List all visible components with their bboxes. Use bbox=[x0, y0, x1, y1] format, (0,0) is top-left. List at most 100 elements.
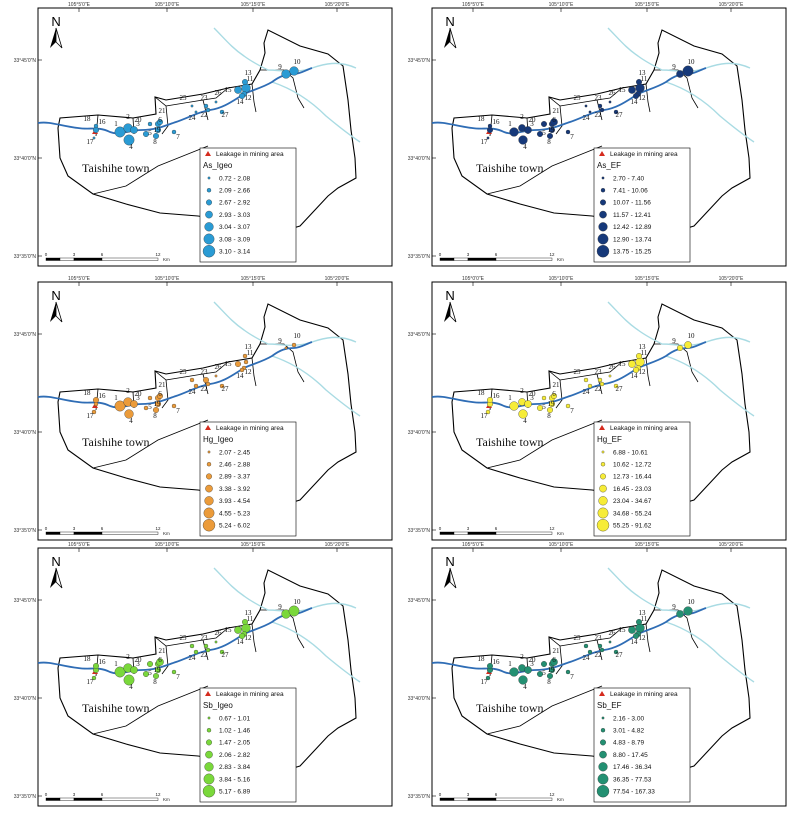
legend-symbol bbox=[205, 210, 213, 219]
north-arrow-left bbox=[444, 302, 450, 322]
legend-symbol bbox=[203, 773, 215, 785]
sampling-site-5 bbox=[537, 131, 543, 137]
legend-leak-label: Leakage in mining area bbox=[216, 691, 284, 698]
legend-class-label: 2.09 - 2.66 bbox=[219, 188, 250, 195]
sampling-site-27 bbox=[613, 649, 619, 655]
sampling-site-4 bbox=[518, 135, 528, 145]
scale-segment bbox=[101, 531, 159, 535]
site-label: 24 bbox=[583, 114, 591, 122]
site-label: 11 bbox=[247, 615, 254, 623]
site-label: 17 bbox=[87, 138, 95, 146]
legend-class-label: 2.67 - 2.92 bbox=[219, 200, 250, 207]
site-label: 21 bbox=[553, 381, 561, 389]
sampling-site-11 bbox=[635, 83, 645, 93]
site-label: 12 bbox=[639, 634, 647, 642]
sampling-site-3 bbox=[130, 400, 138, 408]
site-label: 17 bbox=[481, 412, 489, 420]
sampling-site-24 bbox=[193, 649, 199, 655]
legend-class-label: 0.67 - 1.01 bbox=[219, 715, 250, 722]
longitude-label: 105°5'0"E bbox=[68, 276, 91, 282]
legend-class-label: 3.84 - 5.16 bbox=[219, 776, 250, 783]
legend: Leakage in mining area Sb_EF 2.16 - 3.00 3.… bbox=[593, 687, 691, 803]
site-label: 1 bbox=[508, 394, 512, 402]
site-label: 24 bbox=[583, 654, 591, 662]
north-label: N bbox=[445, 288, 454, 303]
site-label: 6 bbox=[158, 390, 162, 398]
longitude-label: 105°10'0"E bbox=[549, 542, 574, 548]
scale-tick-label: 3 bbox=[467, 526, 470, 531]
north-arrow-left bbox=[444, 28, 450, 48]
longitude-label: 105°5'0"E bbox=[462, 2, 485, 8]
legend-class-label: 1.47 - 2.05 bbox=[219, 740, 250, 747]
town-label: Taishihe town bbox=[82, 435, 149, 449]
sampling-site-1 bbox=[114, 126, 126, 138]
sampling-site-15 bbox=[628, 626, 636, 634]
legend: Leakage in mining area Hg_Igeo 2.07 - 2.45… bbox=[199, 421, 297, 537]
scale-segment bbox=[101, 797, 159, 801]
legend-class-label: 2.89 - 3.37 bbox=[219, 474, 250, 481]
legend-symbol bbox=[203, 507, 215, 519]
sampling-site-22 bbox=[599, 647, 605, 653]
sampling-site-14 bbox=[239, 633, 245, 639]
main-river bbox=[37, 341, 313, 409]
scale-segment bbox=[453, 797, 469, 801]
scale-segment bbox=[45, 797, 61, 801]
legend-symbol bbox=[599, 210, 607, 219]
site-label: 10 bbox=[688, 58, 696, 66]
legend: Leakage in mining area Sb_Igeo 0.67 - 1.01… bbox=[199, 687, 297, 803]
site-label: 16 bbox=[99, 118, 107, 126]
legend-class-label: 3.10 - 3.14 bbox=[219, 249, 250, 256]
county-boundary bbox=[57, 29, 357, 232]
sampling-site-18 bbox=[487, 397, 493, 403]
legend-symbol bbox=[202, 785, 216, 798]
sampling-site-4 bbox=[518, 675, 528, 685]
sampling-site-24 bbox=[194, 110, 198, 114]
legend-class-label: 2.16 - 3.00 bbox=[613, 715, 644, 722]
longitude-label: 105°20'0"E bbox=[325, 2, 350, 8]
site-label: 26 bbox=[609, 629, 617, 637]
legend-title: Sb_EF bbox=[597, 701, 622, 710]
longitude-label: 105°15'0"E bbox=[241, 542, 266, 548]
scale-tick-label: 0 bbox=[439, 252, 442, 257]
site-label: 5 bbox=[542, 129, 546, 137]
sampling-site-14 bbox=[633, 633, 639, 639]
legend-title: Hg_Igeo bbox=[203, 435, 234, 444]
latitude-label: 33°45'0"N bbox=[408, 332, 431, 338]
sampling-site-4 bbox=[518, 409, 528, 419]
site-label: 17 bbox=[481, 138, 489, 146]
site-label: 13 bbox=[245, 609, 253, 617]
town-label: Taishihe town bbox=[82, 701, 149, 715]
tributary-river bbox=[607, 301, 755, 417]
sampling-site-9 bbox=[677, 345, 683, 351]
longitude-label: 105°10'0"E bbox=[155, 276, 180, 282]
site-label: 27 bbox=[616, 111, 624, 119]
legend-class-label: 3.01 - 4.82 bbox=[613, 728, 644, 735]
site-label: 8 bbox=[547, 678, 551, 686]
site-label: 14 bbox=[631, 98, 639, 106]
town-label: Taishihe town bbox=[82, 161, 149, 175]
scale-segment bbox=[73, 797, 103, 801]
site-label: 5 bbox=[542, 669, 546, 677]
legend-class-label: 10.62 - 12.72 bbox=[613, 462, 652, 469]
sampling-site-1 bbox=[509, 127, 519, 137]
sampling-site-7 bbox=[565, 669, 571, 675]
legend-symbol bbox=[600, 728, 606, 733]
longitude-label: 105°15'0"E bbox=[635, 2, 660, 8]
site-label: 11 bbox=[641, 349, 648, 357]
longitude-label: 105°10'0"E bbox=[549, 276, 574, 282]
site-label: 19 bbox=[154, 126, 162, 134]
scale-tick-label: 6 bbox=[495, 526, 498, 531]
site-label: 6 bbox=[552, 390, 556, 398]
legend-class-label: 55.25 - 91.62 bbox=[613, 523, 652, 530]
site-label: 23 bbox=[595, 634, 603, 642]
latitude-label: 33°40'0"N bbox=[14, 430, 37, 436]
scale-tick-label: 6 bbox=[495, 792, 498, 797]
site-label: 8 bbox=[153, 678, 157, 686]
sampling-site-5 bbox=[143, 671, 149, 677]
sampling-site-21 bbox=[156, 658, 164, 666]
legend-class-label: 3.08 - 3.09 bbox=[219, 236, 250, 243]
site-label: 10 bbox=[294, 598, 302, 606]
sampling-site-23 bbox=[203, 377, 209, 383]
